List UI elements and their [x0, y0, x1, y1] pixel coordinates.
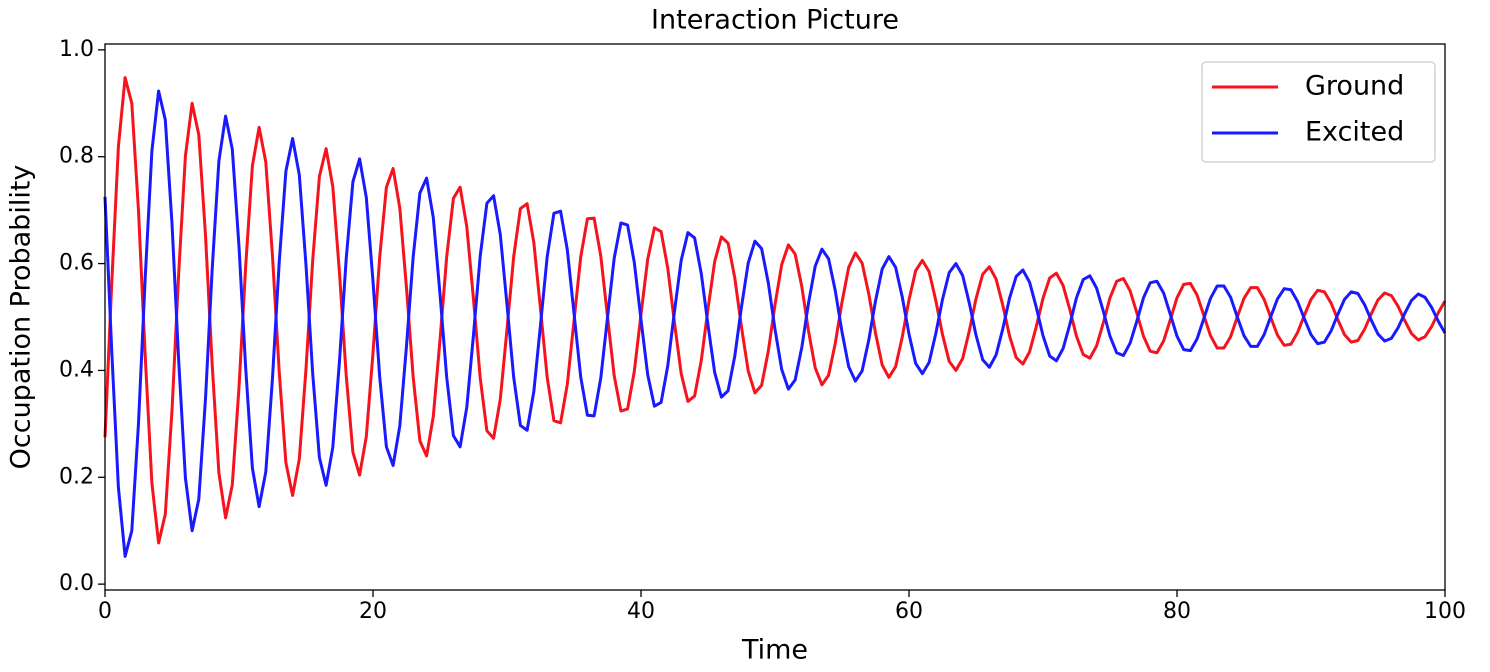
x-axis-label: Time — [741, 635, 808, 666]
y-tick-label: 0.2 — [59, 464, 94, 489]
y-tick-label: 1.0 — [59, 37, 94, 62]
plot-area — [103, 76, 1447, 558]
x-tick-label: 20 — [359, 599, 387, 624]
x-tick-label: 80 — [1163, 599, 1191, 624]
axes-frame — [104, 43, 1446, 591]
y-axis-label: Occupation Probability — [6, 165, 37, 470]
series-line — [103, 76, 1447, 545]
x-tick-label: 100 — [1424, 599, 1466, 624]
y-tick-label: 0.4 — [59, 357, 94, 382]
x-tick-label: 60 — [895, 599, 923, 624]
y-tick-label: 0.0 — [59, 571, 94, 596]
legend-label: Ground — [1305, 71, 1404, 102]
series-line — [103, 89, 1447, 558]
y-tick-label: 0.6 — [59, 251, 94, 276]
chart-title: Interaction Picture — [651, 5, 899, 36]
x-tick-label: 40 — [627, 599, 655, 624]
legend-label: Excited — [1305, 117, 1404, 148]
y-tick-label: 0.8 — [59, 144, 94, 169]
x-tick-label: 0 — [98, 599, 112, 624]
